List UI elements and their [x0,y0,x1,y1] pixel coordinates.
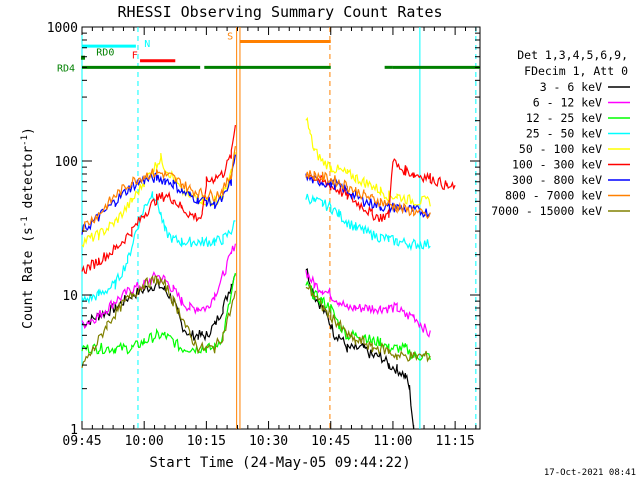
legend-header: FDecim 1, Att 0 [524,64,628,78]
legend-entry-label: 7000 - 15000 keV [491,204,602,218]
y-axis: 1 10 100 1000 [47,21,480,438]
flag-bars: NF S RD0 RD4 [57,31,480,74]
series-line [81,275,431,369]
x-tick-label: 10:30 [249,434,288,449]
legend-entry-label: 100 - 300 keV [512,158,602,172]
y-axis-label-sup: -1 [20,216,30,227]
legend-entry-label: 300 - 800 keV [512,173,602,187]
chart-title: RHESSI Observing Summary Count Rates [117,3,442,21]
y-axis-label: Count Rate (s-1 detector-1) [20,127,36,329]
legend: Det 1,3,4,5,6,9, FDecim 1, Att 0 3 - 6 keV… [491,48,630,218]
y-tick-label: 100 [55,155,78,170]
series-line [81,272,431,361]
legend-entry-label: 12 - 25 keV [526,111,602,125]
footer-date: 17-Oct-2021 08:41 [544,468,636,478]
y-axis-label-part: ) [21,127,36,135]
legend-entry-label: 6 - 12 keV [533,96,602,110]
legend-entry-label: 50 - 100 keV [519,142,602,156]
y-axis-label-part: Count Rate (s [21,227,36,329]
vertical-markers [81,27,477,429]
y-axis-label-sup: -1 [20,135,30,146]
y-tick-label: 1 [70,423,78,438]
series-line [81,243,431,338]
flag-label: RD4 [57,63,75,74]
x-tick-label: 11:00 [373,434,412,449]
x-axis: 09:45 10:00 10:15 10:30 10:45 11:00 11:15 [62,27,477,449]
series-lines [81,116,456,430]
legend-entry-label: 25 - 50 keV [526,127,602,141]
y-tick-label: 1000 [47,21,78,36]
flag-label: RD0 [96,48,114,59]
y-tick-label: 10 [62,289,78,304]
series-line [81,191,431,305]
legend-entry-label: 3 - 6 keV [540,80,602,94]
legend-header: Det 1,3,4,5,6,9, [517,48,628,62]
x-tick-label: 10:45 [311,434,350,449]
series-line [81,154,431,235]
flag-label: N [144,39,150,50]
y-axis-label-part: detector [21,146,36,217]
x-tick-label: 09:45 [62,434,101,449]
x-axis-label: Start Time (24-May-05 09:44:22) [149,455,410,471]
flag-label: F [132,51,138,62]
series-line [81,268,415,430]
series-line [81,125,456,275]
x-tick-label: 10:15 [187,434,226,449]
flag-marker [81,55,85,60]
x-tick-label: 10:00 [125,434,164,449]
x-tick-label: 11:15 [436,434,475,449]
flag-label: S [227,31,233,42]
legend-entry-label: 800 - 7000 keV [505,189,602,203]
series-line [81,116,431,248]
series-line [81,146,431,233]
